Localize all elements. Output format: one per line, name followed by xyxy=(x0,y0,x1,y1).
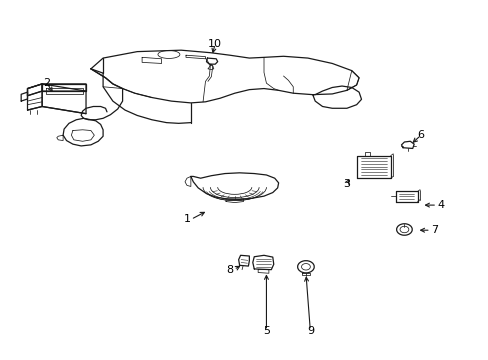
Text: 8: 8 xyxy=(226,265,233,275)
Text: 7: 7 xyxy=(430,225,437,235)
Text: 10: 10 xyxy=(208,39,222,49)
Text: 5: 5 xyxy=(263,325,269,336)
Text: 9: 9 xyxy=(306,325,313,336)
Text: 4: 4 xyxy=(436,200,443,210)
Text: 3: 3 xyxy=(343,179,350,189)
Text: 6: 6 xyxy=(417,130,424,140)
Text: 2: 2 xyxy=(43,78,50,88)
Text: 1: 1 xyxy=(183,215,190,224)
